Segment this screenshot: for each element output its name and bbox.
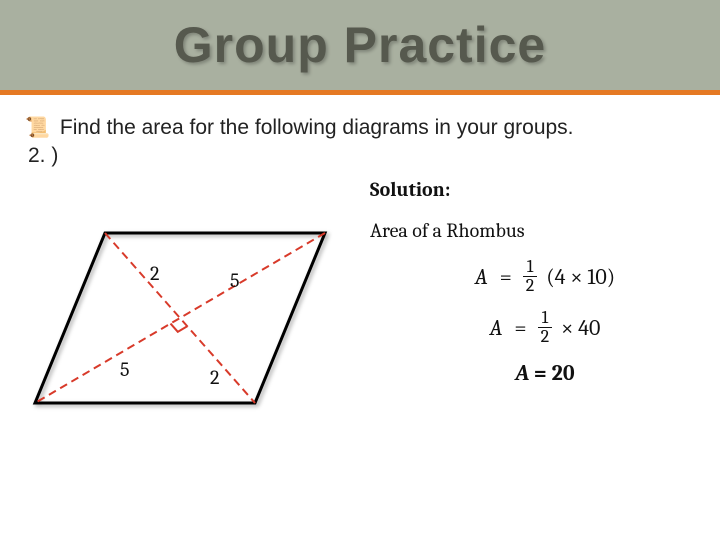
result-line: A = 20 <box>370 360 720 386</box>
problem-number: 2. ) <box>28 144 720 168</box>
bullet-icon: 📜 <box>25 115 50 140</box>
content-row: 2 5 5 2 Solution: Area of a Rhombus A = … <box>0 178 720 478</box>
formula-line-2: A = 1 2 × 40 <box>370 309 720 346</box>
solution-area: Solution: Area of a Rhombus A = 1 2 (4 ×… <box>360 178 720 478</box>
formula-A: A <box>490 315 503 341</box>
equals-sign: = <box>514 315 526 341</box>
instruction-text: Find the area for the following diagrams… <box>60 116 574 140</box>
fraction: 1 2 <box>522 258 539 295</box>
result-A: A <box>515 360 529 386</box>
frac-den: 2 <box>522 277 539 295</box>
title-band: Group Practice <box>0 0 720 95</box>
label-top-right: 5 <box>230 269 240 292</box>
label-bot-right: 2 <box>210 366 219 389</box>
solution-title: Solution: <box>370 178 720 201</box>
label-bot-left: 5 <box>120 358 130 381</box>
frac-den: 2 <box>537 328 554 346</box>
formula-label: Area of a Rhombus <box>370 219 720 242</box>
formula-line-1: A = 1 2 (4 × 10) <box>370 258 720 295</box>
page-title: Group Practice <box>174 16 546 74</box>
result-value: = 20 <box>534 360 575 386</box>
label-top-left: 2 <box>150 262 159 285</box>
formula-rest: (4 × 10) <box>546 264 615 290</box>
formula-rest: × 40 <box>561 315 600 341</box>
fraction: 1 2 <box>537 309 554 346</box>
diagram-area: 2 5 5 2 <box>0 178 360 478</box>
equals-sign: = <box>500 264 512 290</box>
rhombus-diagram <box>30 208 340 428</box>
formula-A: A <box>475 264 488 290</box>
instruction-row: 📜 Find the area for the following diagra… <box>25 115 695 140</box>
